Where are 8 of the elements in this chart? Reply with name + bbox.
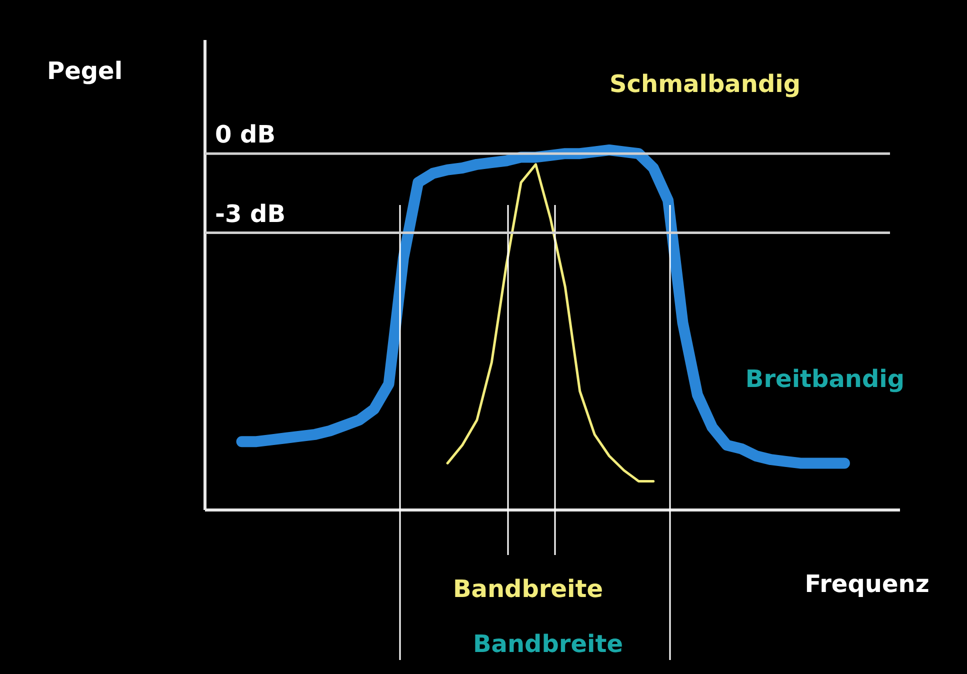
y-axis-title: Pegel xyxy=(47,57,123,85)
text: Bandbreite xyxy=(452,575,604,603)
text: Schmalbandig xyxy=(609,70,801,98)
text: Bandbreite xyxy=(472,630,624,658)
ref-line-label: -3 dB xyxy=(215,200,286,228)
ref-line-label: 0 dB xyxy=(215,120,276,149)
x-axis-title: Frequenz xyxy=(804,570,930,598)
series-label: Breitbandig xyxy=(745,365,905,393)
